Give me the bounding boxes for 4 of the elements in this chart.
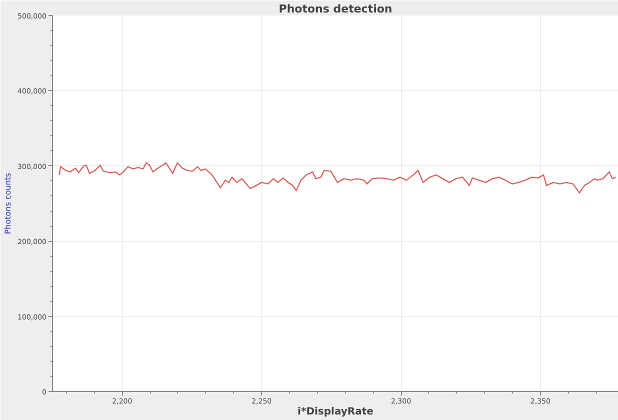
y-axis-title: Photons counts: [4, 172, 13, 234]
line-series: [58, 162, 616, 194]
x-axis-title: i*DisplayRate: [298, 406, 374, 418]
chart-title: Photons detection: [278, 2, 392, 16]
